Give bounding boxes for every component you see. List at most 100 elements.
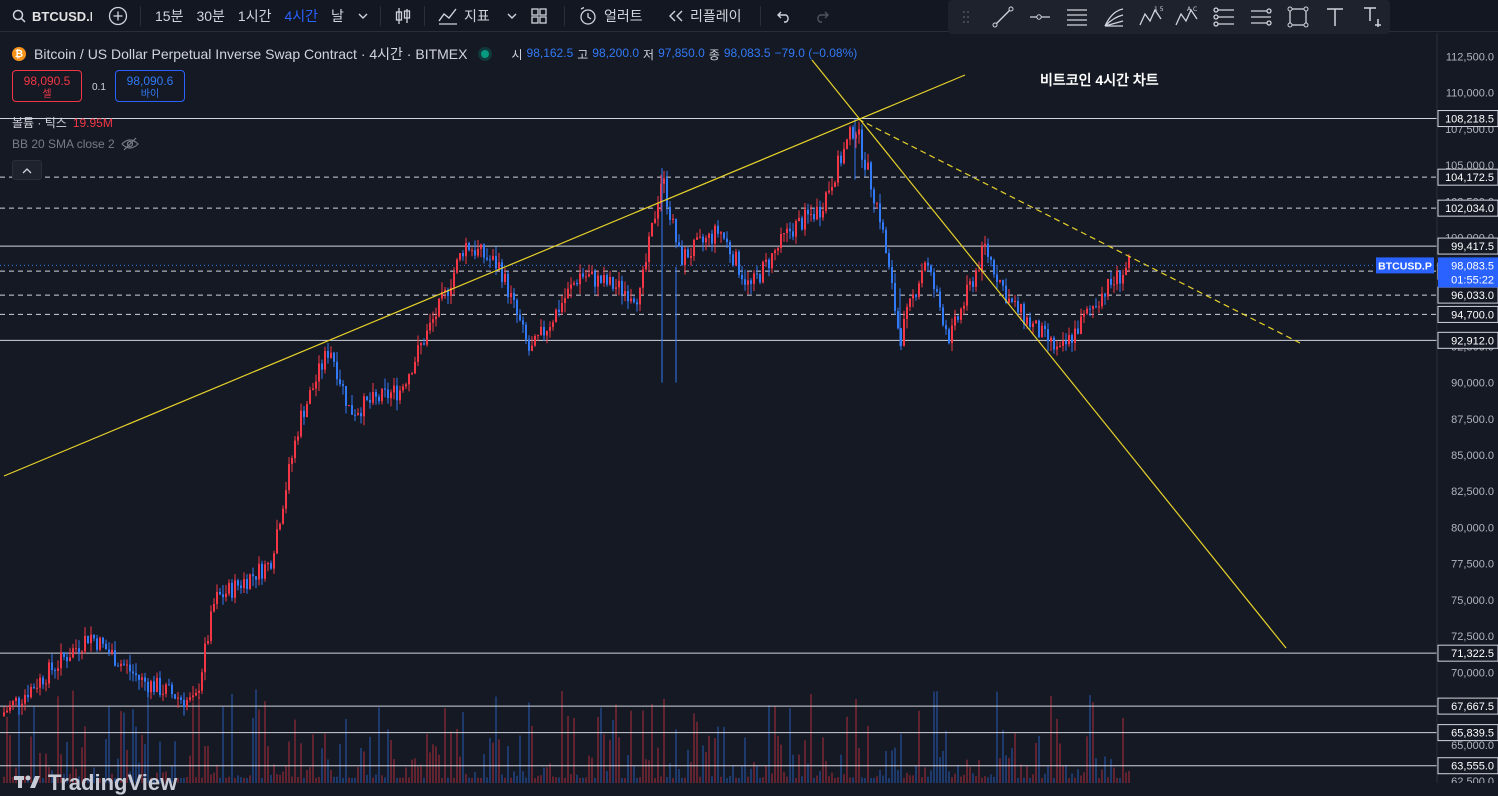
chevron-up-icon <box>22 163 32 178</box>
candle-body <box>696 237 698 240</box>
rectangle-tool-icon[interactable] <box>1279 2 1316 32</box>
layout-button[interactable] <box>530 0 548 32</box>
timeframe-4h[interactable]: 4시간 <box>284 8 318 24</box>
volume-bar <box>60 754 62 783</box>
volume-bar <box>666 777 668 783</box>
alert-button[interactable]: 얼러트 <box>578 0 643 32</box>
fib-fan-tool-icon[interactable] <box>1095 2 1132 32</box>
volume-bar <box>582 777 584 783</box>
volume-bar <box>648 760 650 783</box>
parallel-channel-tool-icon[interactable] <box>1058 2 1095 32</box>
volume-bar <box>261 777 263 783</box>
candle-body <box>324 350 326 370</box>
bb-indicator-legend[interactable]: BB 20 SMA close 2 <box>12 137 139 151</box>
symbol-search[interactable]: BTCUSD.P <box>12 0 92 32</box>
candle-body <box>42 677 44 685</box>
volume-bar <box>417 766 419 783</box>
volume-bar <box>462 712 464 783</box>
candle-body <box>474 250 476 256</box>
candle-body <box>327 350 329 358</box>
volume-bar <box>879 769 881 783</box>
redo-button[interactable] <box>814 0 830 32</box>
candle-body <box>180 697 182 700</box>
volume-bar <box>324 733 326 783</box>
volume-bar <box>885 751 887 783</box>
collapse-legend-button[interactable] <box>12 160 42 180</box>
candle-body <box>873 189 875 204</box>
buy-button[interactable]: 98,090.6 바이 <box>115 70 185 102</box>
chart-annotation-text[interactable]: 비트코인 4시간 차트 <box>1040 72 1159 88</box>
candle-body <box>378 396 380 402</box>
candle-body <box>384 388 386 390</box>
volume-bar <box>354 777 356 783</box>
volume-bar <box>972 773 974 783</box>
undo-button[interactable] <box>776 0 792 32</box>
open-label: 시 <box>511 47 523 62</box>
close-value: 98,083.5 <box>723 45 771 60</box>
volume-indicator-legend[interactable]: 볼륨 · 틱스 19.95M <box>12 114 113 131</box>
price-chart[interactable]: 112,500.0110,000.0107,500.0105,000.0102,… <box>0 33 1498 783</box>
candle-body <box>417 345 419 362</box>
elliott-wave-tool-icon[interactable]: 1 5 <box>1132 2 1169 32</box>
candle-body <box>522 320 524 325</box>
candle-body <box>939 291 941 308</box>
volume-bar <box>762 777 764 783</box>
volume-bar <box>375 774 377 783</box>
candle-body <box>705 237 707 243</box>
redo-icon <box>814 9 830 23</box>
candle-body <box>609 276 611 285</box>
candle-body <box>534 335 536 346</box>
eye-crossed-icon[interactable] <box>120 137 139 151</box>
price-range-tool-icon[interactable] <box>1206 2 1243 32</box>
volume-bar <box>567 715 569 783</box>
candle-body <box>516 299 518 315</box>
candle-body <box>720 232 722 234</box>
volume-bar <box>585 777 587 783</box>
level-price-label: 63,555.0 <box>1451 761 1494 773</box>
candle-body <box>201 672 203 691</box>
candle-body <box>954 316 956 326</box>
sell-button[interactable]: 98,090.5 셀 <box>12 70 82 102</box>
volume-bar <box>51 770 53 783</box>
candle-body <box>1071 335 1073 343</box>
candle-body <box>375 392 377 397</box>
candle-body <box>120 663 122 667</box>
candle-body <box>1059 345 1061 347</box>
date-range-tool-icon[interactable] <box>1243 2 1280 32</box>
price-tick-label: 110,000.0 <box>1446 88 1494 100</box>
rising-trendline[interactable] <box>3 74 966 477</box>
chevron-down-icon[interactable] <box>357 10 369 22</box>
text-tool-icon[interactable] <box>1316 2 1353 32</box>
dashed-resistance-trendline[interactable] <box>857 118 1301 344</box>
volume-bar <box>1050 695 1052 783</box>
volume-bar <box>561 691 563 783</box>
volume-bar <box>579 777 581 783</box>
compare-symbol-button[interactable] <box>108 0 128 32</box>
candle-body <box>6 710 8 713</box>
volume-bar <box>3 776 5 783</box>
chart-type-button[interactable] <box>394 0 412 32</box>
candle-body <box>141 677 143 680</box>
volume-bar <box>699 776 701 783</box>
timeframe-15m[interactable]: 15분 <box>155 8 184 24</box>
horizontal-ray-tool-icon[interactable] <box>1022 2 1059 32</box>
timeframe-30m[interactable]: 30분 <box>196 8 225 24</box>
candle-body <box>63 652 65 657</box>
candle-body <box>870 162 872 190</box>
trend-line-tool-icon[interactable] <box>985 2 1022 32</box>
candle-body <box>357 413 359 415</box>
replay-button[interactable]: 리플레이 <box>668 0 742 32</box>
volume-bar <box>120 711 122 783</box>
anchored-text-tool-icon[interactable] <box>1353 2 1390 32</box>
volume-bar <box>675 729 677 783</box>
volume-bar <box>963 774 965 783</box>
timeframe-1d[interactable]: 날 <box>331 8 344 24</box>
volume-bar <box>831 772 833 783</box>
volume-bar <box>99 778 101 783</box>
indicators-menu-button[interactable] <box>506 0 518 32</box>
falling-trendline[interactable] <box>811 59 1287 649</box>
timeframe-1h[interactable]: 1시간 <box>237 8 272 24</box>
indicators-button[interactable]: 지표 <box>438 0 490 32</box>
drag-handle-icon[interactable] <box>948 2 985 32</box>
abc-pattern-tool-icon[interactable]: A C <box>1169 2 1206 32</box>
